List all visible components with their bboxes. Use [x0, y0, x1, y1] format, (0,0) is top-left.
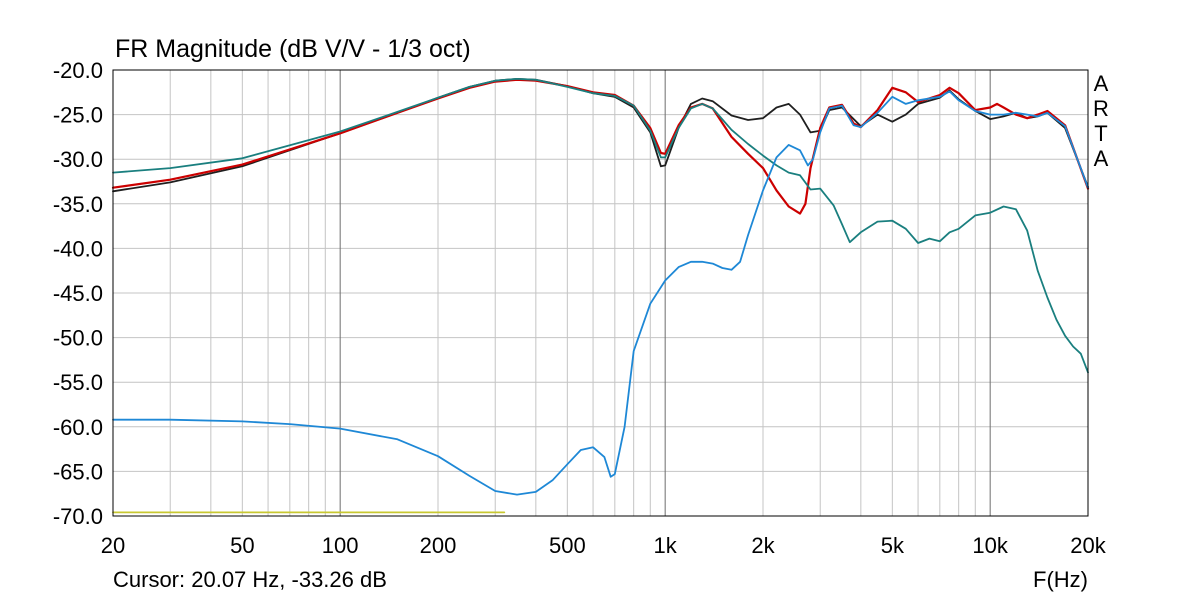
y-tick-label: -30.0	[53, 147, 103, 172]
x-tick-label: 20	[101, 533, 125, 558]
x-tick-label: 50	[230, 533, 254, 558]
y-tick-label: -70.0	[53, 504, 103, 529]
y-tick-label: -35.0	[53, 192, 103, 217]
brand-letter: R	[1093, 96, 1109, 121]
y-tick-label: -50.0	[53, 326, 103, 351]
y-tick-label: -65.0	[53, 459, 103, 484]
x-axis-label: F(Hz)	[1033, 567, 1088, 592]
x-tick-label: 100	[322, 533, 359, 558]
x-axis-ticks: 20 50 100 200 500 1k 2k 5k 10k 20k	[101, 533, 1107, 558]
cursor-readout: Cursor: 20.07 Hz, -33.26 dB	[113, 567, 387, 592]
series-line-4	[112, 90, 1089, 496]
x-tick-label: 5k	[881, 533, 905, 558]
x-tick-label: 10k	[972, 533, 1008, 558]
x-tick-label: 200	[420, 533, 457, 558]
y-tick-label: -45.0	[53, 281, 103, 306]
brand-letter: T	[1094, 121, 1107, 146]
y-tick-label: -60.0	[53, 415, 103, 440]
y-tick-label: -40.0	[53, 236, 103, 261]
series-line-3	[112, 78, 1089, 374]
y-tick-label: -20.0	[53, 58, 103, 83]
x-tick-label: 500	[549, 533, 586, 558]
brand-letter: A	[1094, 71, 1109, 96]
brand-letter: A	[1094, 146, 1109, 171]
x-tick-label: 2k	[751, 533, 775, 558]
grid-lines	[112, 69, 1089, 517]
series-lines	[111, 78, 1090, 514]
y-axis-ticks: -20.0 -25.0 -30.0 -35.0 -40.0 -45.0 -50.0 -55.0…	[53, 58, 103, 529]
series-line-2	[111, 78, 1090, 215]
plot-frame	[112, 69, 1089, 517]
chart-title: FR Magnitude (dB V/V - 1/3 oct)	[115, 35, 471, 63]
x-tick-label: 1k	[654, 533, 678, 558]
y-tick-label: -25.0	[53, 103, 103, 128]
y-tick-label: -55.0	[53, 370, 103, 395]
x-tick-label: 20k	[1070, 533, 1106, 558]
